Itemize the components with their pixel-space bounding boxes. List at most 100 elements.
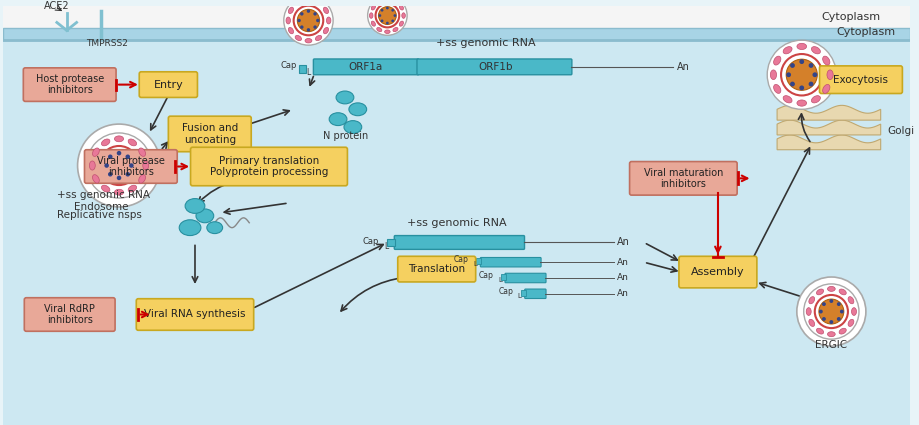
Ellipse shape [392,0,398,3]
Circle shape [108,155,112,159]
Ellipse shape [822,56,829,65]
FancyBboxPatch shape [168,116,251,152]
Ellipse shape [305,39,312,43]
Ellipse shape [773,56,780,65]
Ellipse shape [826,332,834,337]
Text: N protein: N protein [323,131,369,141]
Text: +ss genomic RNA: +ss genomic RNA [436,38,535,48]
Ellipse shape [128,185,136,192]
Text: Cytoplasm: Cytoplasm [821,12,879,23]
Ellipse shape [295,35,301,41]
Ellipse shape [93,175,99,183]
FancyBboxPatch shape [23,68,116,102]
Ellipse shape [402,13,405,18]
Ellipse shape [315,0,322,6]
Ellipse shape [769,70,776,79]
FancyBboxPatch shape [416,59,572,75]
Ellipse shape [329,113,346,125]
Text: Viral RdRP
inhibitors: Viral RdRP inhibitors [44,304,95,325]
Ellipse shape [101,185,109,192]
Circle shape [378,14,380,17]
Text: L: L [384,242,388,251]
Ellipse shape [114,189,123,195]
Circle shape [117,151,121,156]
Text: Replicative nsps: Replicative nsps [57,210,142,220]
Ellipse shape [384,0,390,1]
FancyBboxPatch shape [678,256,756,288]
Ellipse shape [392,28,398,31]
Text: Assembly: Assembly [690,267,743,277]
Circle shape [391,9,393,11]
Circle shape [839,309,843,314]
Text: Host protease
inhibitors: Host protease inhibitors [36,74,104,96]
Ellipse shape [826,286,834,292]
FancyBboxPatch shape [500,274,505,280]
Ellipse shape [139,175,145,183]
Text: Golgi: Golgi [887,126,913,136]
PathPatch shape [777,120,879,135]
Circle shape [789,63,794,68]
Text: An: An [617,238,630,247]
Text: Cap: Cap [280,61,296,70]
Circle shape [796,277,865,346]
FancyBboxPatch shape [397,256,475,282]
Ellipse shape [811,47,820,54]
FancyBboxPatch shape [190,147,347,186]
Circle shape [297,19,301,22]
Text: Translation: Translation [408,264,465,274]
FancyBboxPatch shape [524,289,546,298]
Text: ORF1b: ORF1b [478,62,513,72]
Text: ERGIC: ERGIC [814,340,846,350]
FancyBboxPatch shape [136,299,254,330]
Ellipse shape [305,0,312,3]
Text: TMPRSS2: TMPRSS2 [86,39,128,48]
Text: L: L [497,277,501,283]
Circle shape [766,40,835,109]
Circle shape [829,299,833,303]
Circle shape [799,59,803,64]
Text: Fusion and
uncoating: Fusion and uncoating [181,123,238,145]
Circle shape [811,72,816,77]
Ellipse shape [344,121,361,133]
FancyBboxPatch shape [505,273,546,283]
FancyBboxPatch shape [85,150,177,183]
Text: Viral maturation
inhibitors: Viral maturation inhibitors [643,167,722,189]
Ellipse shape [335,91,354,104]
Ellipse shape [808,297,813,304]
Circle shape [808,63,812,68]
Text: Cytoplasm: Cytoplasm [835,27,894,37]
Text: Cap: Cap [479,271,494,280]
Ellipse shape [811,96,820,103]
Ellipse shape [348,103,367,116]
Circle shape [125,155,130,159]
Circle shape [316,19,319,22]
Ellipse shape [822,85,829,94]
Ellipse shape [207,222,222,234]
Text: Viral protease
inhibitors: Viral protease inhibitors [96,156,165,177]
Circle shape [306,28,310,31]
FancyBboxPatch shape [3,28,909,40]
Ellipse shape [315,35,322,41]
Ellipse shape [185,198,205,213]
Circle shape [386,7,389,9]
Text: Primary translation
Polyprotein processing: Primary translation Polyprotein processi… [210,156,328,177]
Ellipse shape [808,319,813,326]
FancyBboxPatch shape [24,298,115,331]
Circle shape [836,317,840,321]
Text: Entry: Entry [153,79,183,90]
Circle shape [86,133,152,198]
FancyBboxPatch shape [387,238,395,246]
Circle shape [104,151,133,180]
Circle shape [300,12,303,16]
Circle shape [818,309,822,314]
FancyBboxPatch shape [394,235,524,249]
Circle shape [313,26,316,29]
Ellipse shape [838,328,845,334]
Text: Cap: Cap [498,287,513,296]
Circle shape [283,0,333,45]
Circle shape [313,12,316,16]
Text: ACE2: ACE2 [44,1,70,11]
Circle shape [386,22,389,24]
Ellipse shape [114,136,123,142]
Text: Cap: Cap [362,238,378,246]
